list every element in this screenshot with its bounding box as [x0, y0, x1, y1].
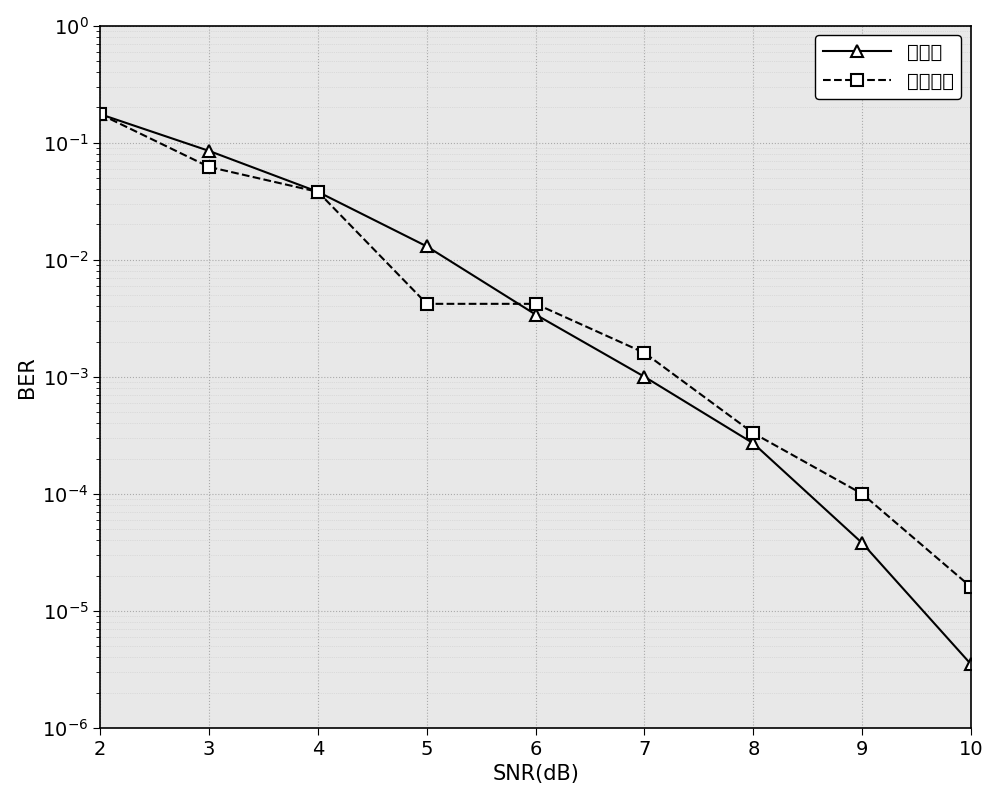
本发明	[856, 538, 868, 548]
Line: 本发明: 本发明	[94, 108, 977, 670]
本发明	[965, 659, 977, 669]
现有技术	[747, 429, 759, 438]
X-axis label: SNR(dB): SNR(dB)	[492, 764, 579, 784]
现有技术	[421, 299, 433, 308]
现有技术	[203, 162, 215, 171]
Line: 现有技术: 现有技术	[95, 109, 977, 593]
现有技术	[312, 187, 324, 197]
现有技术	[530, 299, 542, 308]
本发明	[94, 110, 106, 119]
本发明	[203, 146, 215, 155]
本发明	[312, 187, 324, 197]
Legend: 本发明, 现有技术: 本发明, 现有技术	[815, 35, 961, 99]
现有技术	[94, 110, 106, 119]
本发明	[530, 310, 542, 320]
本发明	[638, 372, 650, 381]
本发明	[747, 439, 759, 449]
现有技术	[638, 348, 650, 358]
现有技术	[856, 489, 868, 499]
本发明	[421, 242, 433, 252]
现有技术	[965, 582, 977, 592]
Y-axis label: BER: BER	[17, 356, 37, 397]
